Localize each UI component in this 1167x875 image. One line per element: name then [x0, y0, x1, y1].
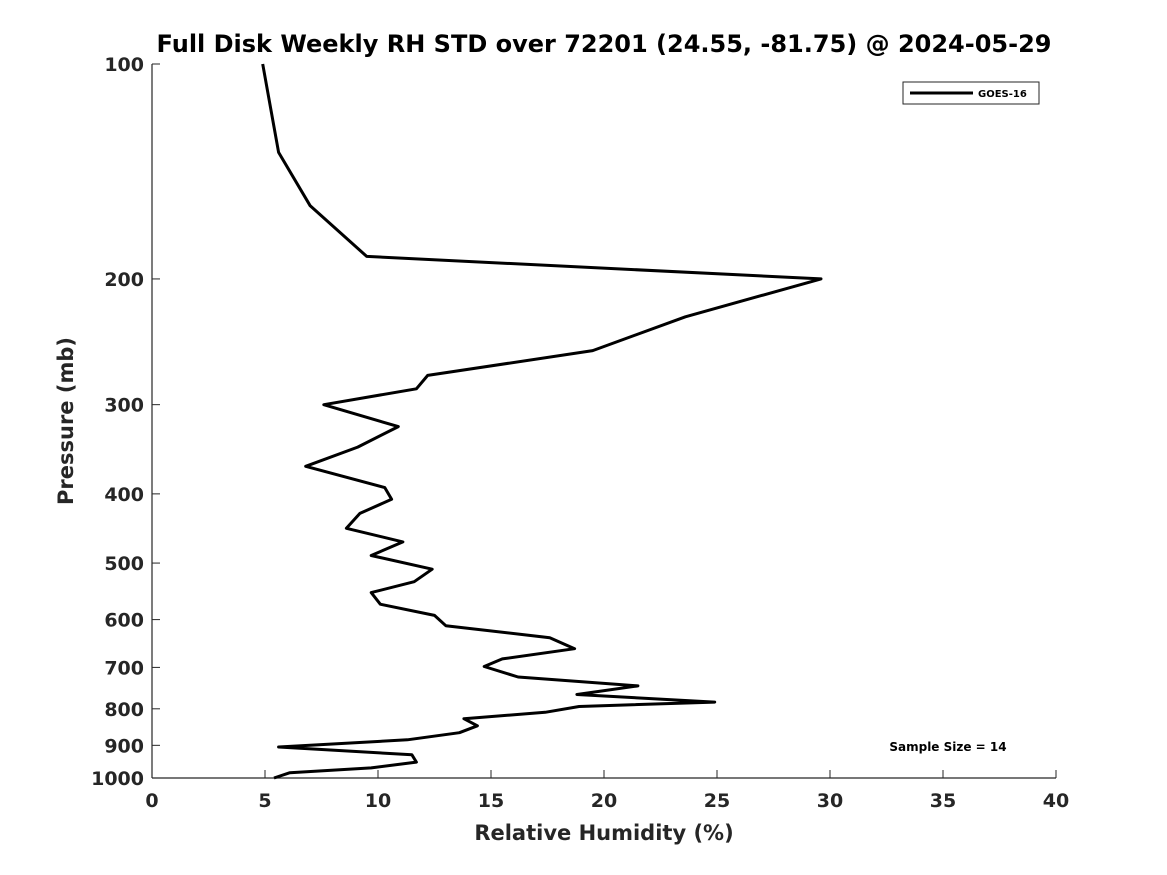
legend: GOES-16 [902, 81, 1040, 105]
y-tick-label: 1000 [91, 768, 144, 790]
x-axis-label: Relative Humidity (%) [474, 821, 733, 845]
x-tick-label: 30 [817, 790, 843, 812]
y-tick-label: 800 [104, 699, 144, 721]
y-tick-label: 100 [104, 54, 144, 76]
series-line [261, 63, 823, 780]
x-tick-label: 20 [591, 790, 617, 812]
series-layer [261, 63, 823, 780]
y-tick-label: 500 [104, 553, 144, 575]
y-tick-label: 400 [104, 484, 144, 506]
y-tick-label: 700 [104, 657, 144, 679]
x-tick-label: 15 [478, 790, 504, 812]
x-tick-label: 40 [1043, 790, 1069, 812]
x-tick-label: 0 [145, 790, 158, 812]
y-tick-label: 200 [104, 269, 144, 291]
sample-size-annotation: Sample Size = 14 [889, 740, 1006, 754]
x-tick-label: 25 [704, 790, 730, 812]
y-tick-label: 600 [104, 610, 144, 632]
y-tick-label: 900 [104, 735, 144, 757]
x-tick-label: 35 [930, 790, 956, 812]
y-axis-label: Pressure (mb) [54, 337, 78, 505]
chart-title: Full Disk Weekly RH STD over 72201 (24.5… [157, 30, 1052, 58]
axes: 0 5 10 15 20 25 30 35 40 100 200 300 400 500 600 700 800… [91, 54, 1069, 812]
y-tick-label: 300 [104, 395, 144, 417]
x-tick-label: 10 [365, 790, 391, 812]
legend-label: GOES-16 [978, 89, 1027, 100]
x-tick-label: 5 [258, 790, 271, 812]
